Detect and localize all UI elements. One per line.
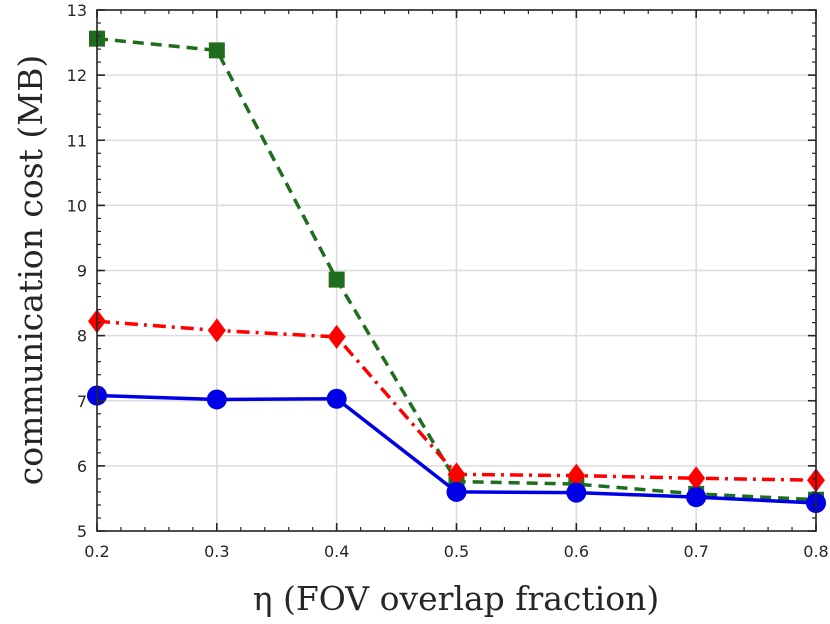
y-tick-label: 10 bbox=[67, 196, 87, 215]
data-point-circle bbox=[326, 388, 347, 409]
x-tick-label: 0.3 bbox=[204, 542, 229, 561]
data-point-circle bbox=[206, 389, 227, 410]
y-tick-label: 7 bbox=[77, 392, 87, 411]
y-tick-label: 6 bbox=[77, 457, 87, 476]
series-layer bbox=[87, 30, 826, 513]
data-point-square bbox=[328, 271, 345, 288]
data-point-square bbox=[208, 42, 225, 59]
y-tick-label: 13 bbox=[67, 1, 87, 20]
data-point-circle bbox=[446, 481, 467, 502]
x-tick-label: 0.8 bbox=[803, 542, 828, 561]
data-point-circle bbox=[566, 482, 587, 503]
data-point-diamond bbox=[567, 463, 586, 488]
x-tick-label: 0.6 bbox=[564, 542, 589, 561]
y-axis-label: communication cost (MB) bbox=[11, 55, 50, 485]
data-point-circle bbox=[686, 487, 707, 508]
x-tick-label: 0.2 bbox=[84, 542, 109, 561]
data-point-diamond bbox=[327, 324, 346, 349]
x-axis-label: η (FOV overlap fraction) bbox=[253, 579, 659, 618]
data-point-diamond bbox=[207, 318, 226, 343]
data-point-diamond bbox=[447, 462, 466, 487]
tick-layer: 0.2 0.3 0.4 0.5 0.6 0.7 0.8 5 6 7 8 9 10 11 12 13 bbox=[67, 1, 829, 561]
x-tick-label: 0.4 bbox=[324, 542, 349, 561]
data-point-diamond bbox=[687, 466, 706, 491]
series-circle bbox=[87, 385, 826, 513]
y-tick-label: 11 bbox=[67, 131, 87, 150]
x-tick-label: 0.5 bbox=[444, 542, 469, 561]
y-tick-label: 12 bbox=[67, 66, 87, 85]
series-diamond bbox=[88, 309, 825, 493]
x-tick-label: 0.7 bbox=[683, 542, 708, 561]
grid-layer bbox=[96, 9, 817, 532]
y-tick-label: 5 bbox=[77, 522, 87, 541]
y-tick-label: 9 bbox=[77, 262, 87, 281]
y-tick-label: 8 bbox=[77, 327, 87, 346]
